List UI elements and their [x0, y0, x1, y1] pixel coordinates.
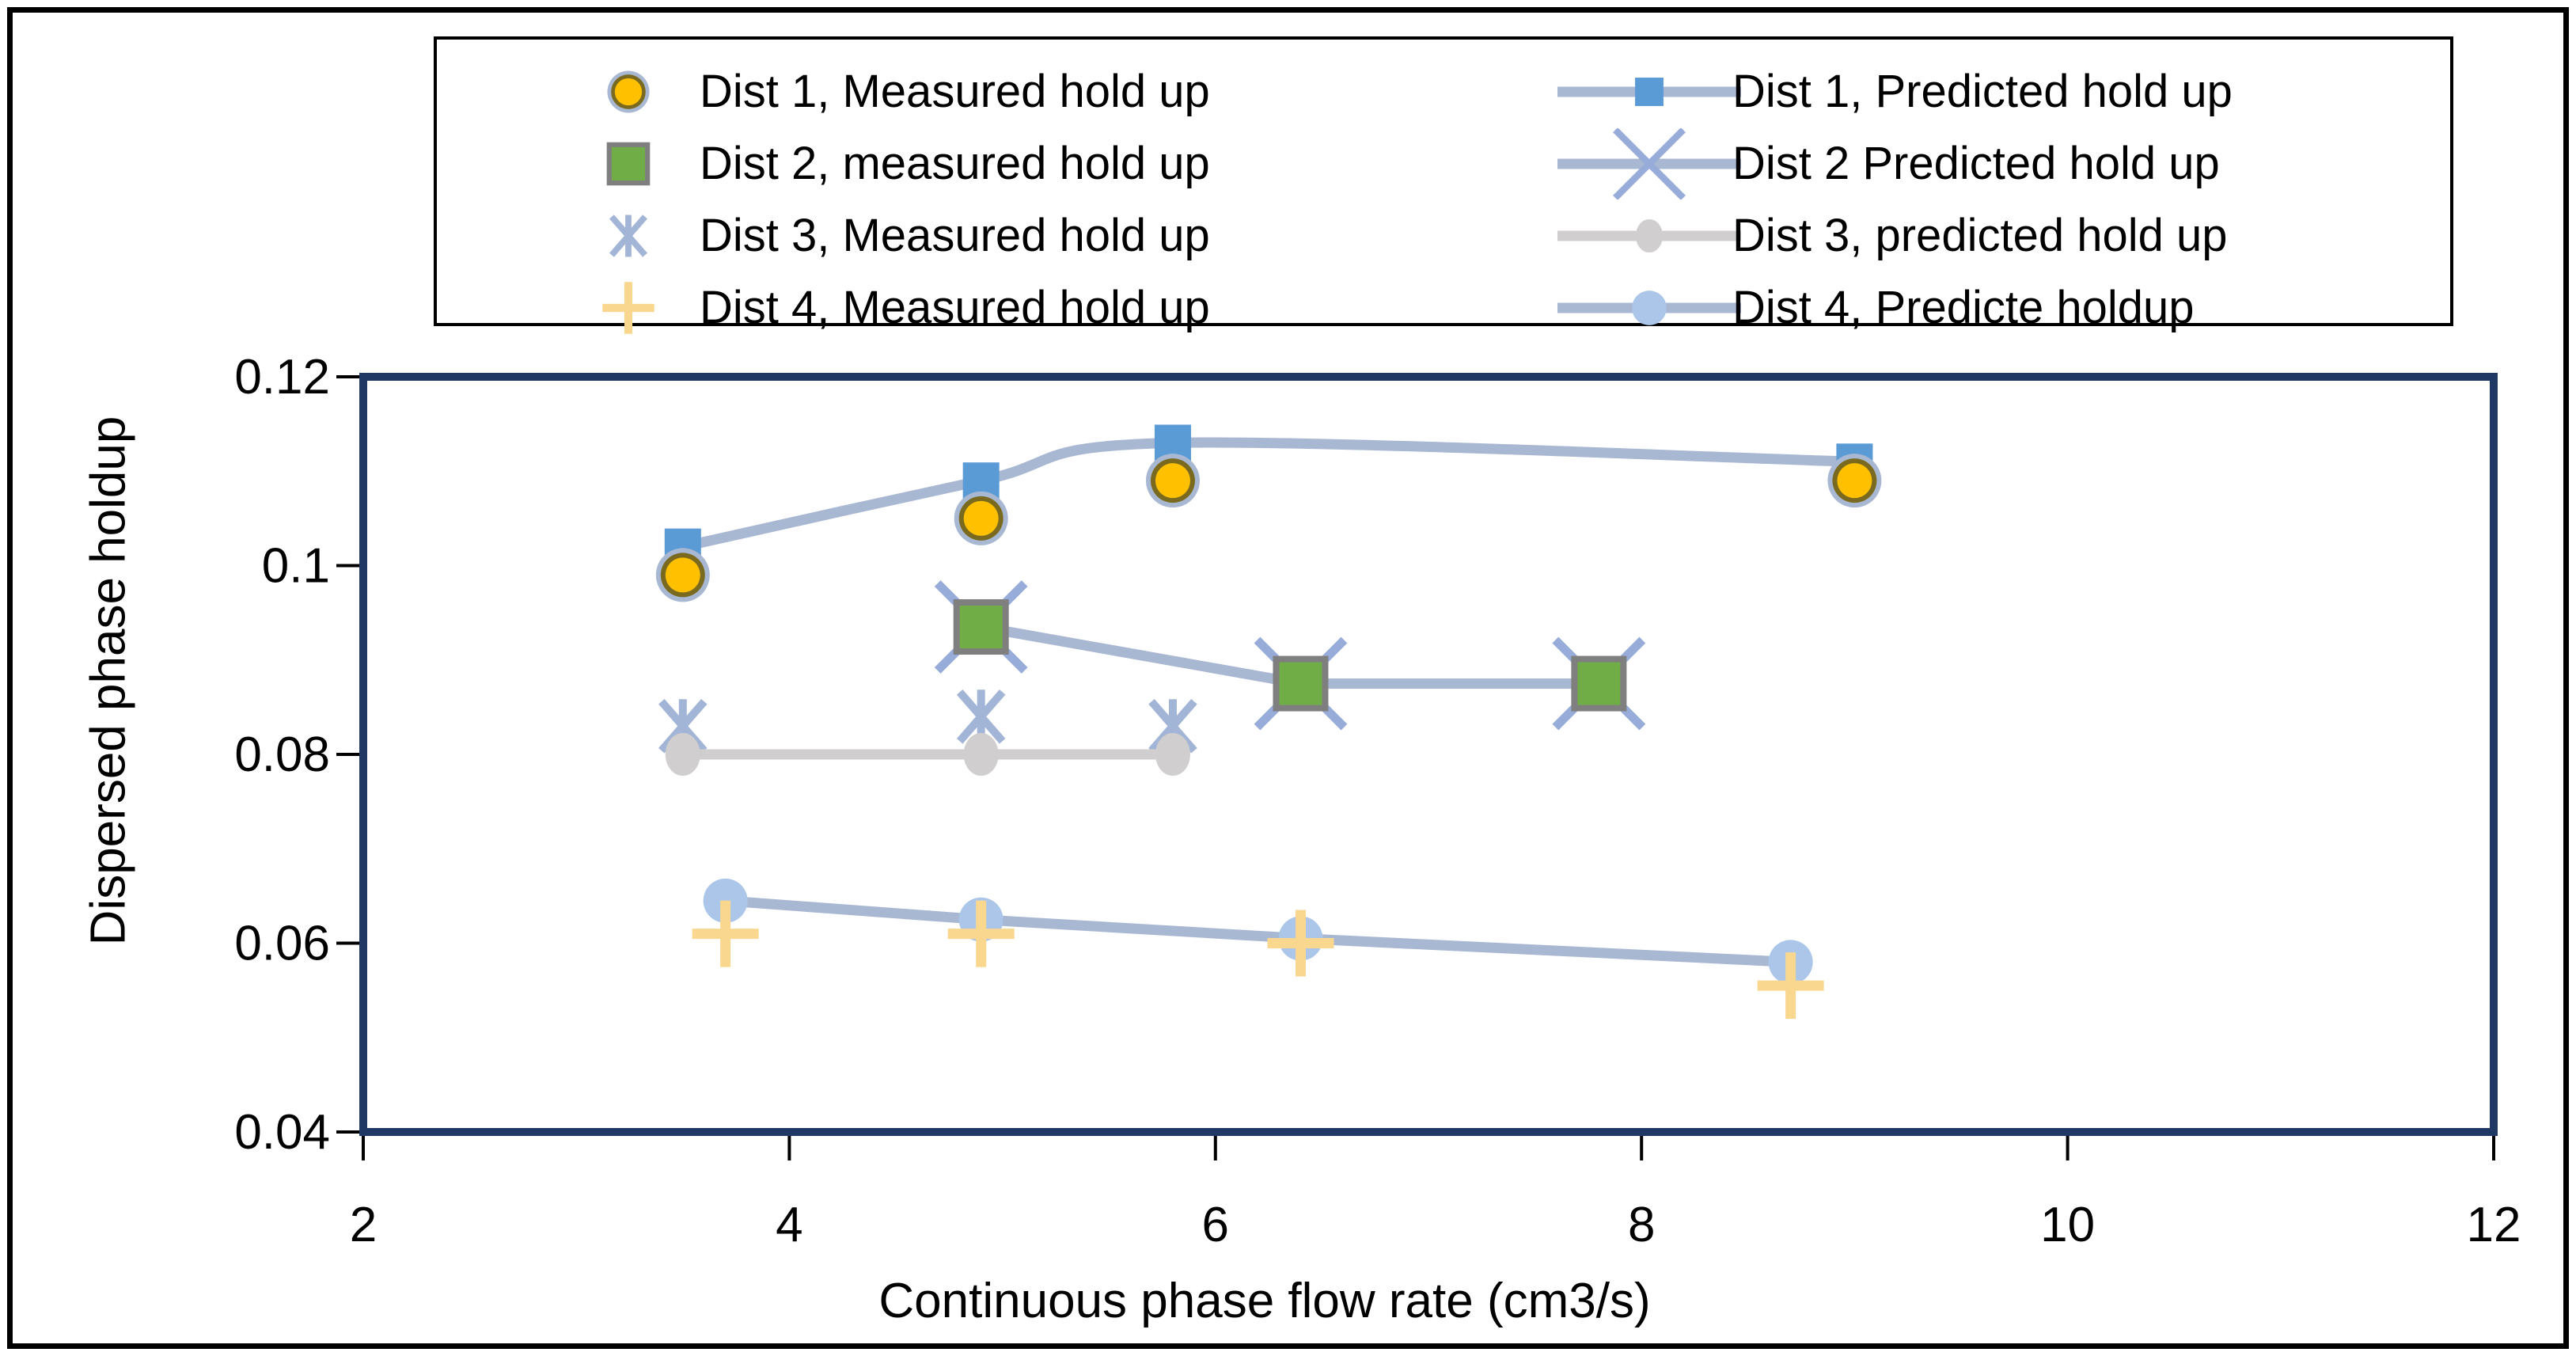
legend-label-dist-2-measured-hold-up: Dist 2, measured hold up [700, 138, 1210, 189]
data-point-marker [1145, 454, 1200, 508]
series-dist-3-measured-hold-up [658, 689, 1197, 754]
legend-marker-glyph [1613, 128, 1686, 199]
series-dist-3-predicted-hold-up [665, 733, 1190, 776]
legend-marker-dist-2-predicted-hold-up [1557, 128, 1741, 199]
x-tick-label: 12 [2467, 1198, 2521, 1252]
legend-marker-dist-2-measured-hold-up [606, 142, 651, 186]
legend-marker-dist-1-predicted-hold-up [1557, 78, 1741, 106]
y-axis-title: Dispersed phase holdup [81, 416, 136, 946]
axis-ticks: 2 4 6 8 10 12 0.04 0.06 0.08 0.1 0.12 [234, 350, 2521, 1252]
figure-border [7, 7, 2569, 1349]
legend-label-dist-4-measured-hold-up: Dist 4, Measured hold up [700, 282, 1210, 333]
data-point-marker [954, 491, 1008, 545]
y-tick-label: 0.1 [262, 539, 330, 594]
data-point-marker [963, 733, 999, 776]
legend-marker-glyph [1635, 218, 1664, 253]
legend-marker-dist-3-measured-hold-up [609, 215, 648, 257]
legend-marker-glyph [602, 282, 654, 334]
x-axis-title: Continuous phase flow rate (cm3/s) [878, 1274, 1651, 1328]
y-tick-label: 0.06 [234, 917, 330, 971]
x-tick-label: 8 [1628, 1198, 1655, 1252]
series-dist-2-measured-hold-up [953, 599, 1627, 712]
legend-marker-dist-1-measured-hold-up [607, 70, 650, 113]
chart-legend: Dist 1, Measured hold up Dist 2, measured… [434, 36, 2453, 334]
legend-marker-glyph [1632, 291, 1667, 325]
legend-marker-dist-3-predicted-hold-up [1557, 218, 1741, 253]
series-line [681, 437, 1855, 552]
data-point-marker [1571, 655, 1627, 712]
legend-marker-glyph [607, 70, 650, 113]
legend-label-dist-3-predicted-hold-up: Dist 3, predicted hold up [1732, 210, 2228, 261]
legend-marker-glyph [609, 215, 648, 257]
legend-label-dist-1-measured-hold-up: Dist 1, Measured hold up [700, 66, 1210, 117]
series-line [725, 895, 1791, 967]
y-tick-label: 0.12 [234, 350, 330, 405]
data-point-marker [953, 599, 1009, 655]
series-dist-4-predicte-holdup [703, 878, 1813, 985]
data-point-marker [1757, 952, 1824, 1020]
series-dist-4-measured-hold-up [692, 900, 1824, 1020]
data-point-marker [947, 900, 1015, 967]
legend-marker-glyph [1635, 78, 1664, 106]
y-tick-label: 0.04 [234, 1105, 330, 1160]
legend-marker-dist-4-predicte-holdup [1557, 291, 1741, 325]
legend-marker-glyph [606, 142, 651, 186]
data-point-marker [1827, 454, 1882, 508]
series-dist-1-predicted-hold-up [664, 424, 1873, 565]
data-point-marker [665, 733, 700, 776]
legend-label-dist-2-predicted-hold-up: Dist 2 Predicted hold up [1732, 138, 2220, 189]
data-point-marker [1155, 733, 1190, 776]
legend-label-dist-4-predicte-holdup: Dist 4, Predicte holdup [1732, 282, 2195, 333]
x-tick-label: 4 [776, 1198, 802, 1252]
series-dist-1-measured-hold-up [655, 454, 1882, 602]
plot-frame [359, 373, 2498, 1136]
data-point-marker [692, 900, 759, 967]
data-point-marker [1273, 655, 1329, 712]
data-point-marker [655, 548, 710, 602]
legend-marker-dist-4-measured-hold-up [602, 282, 654, 334]
x-tick-label: 2 [350, 1198, 377, 1252]
legend-label-dist-3-measured-hold-up: Dist 3, Measured hold up [700, 210, 1210, 261]
legend-label-dist-1-predicted-hold-up: Dist 1, Predicted hold up [1732, 66, 2233, 117]
y-tick-label: 0.08 [234, 727, 330, 782]
x-tick-label: 6 [1202, 1198, 1229, 1252]
x-tick-label: 10 [2040, 1198, 2095, 1252]
data-point-marker [1267, 910, 1334, 977]
